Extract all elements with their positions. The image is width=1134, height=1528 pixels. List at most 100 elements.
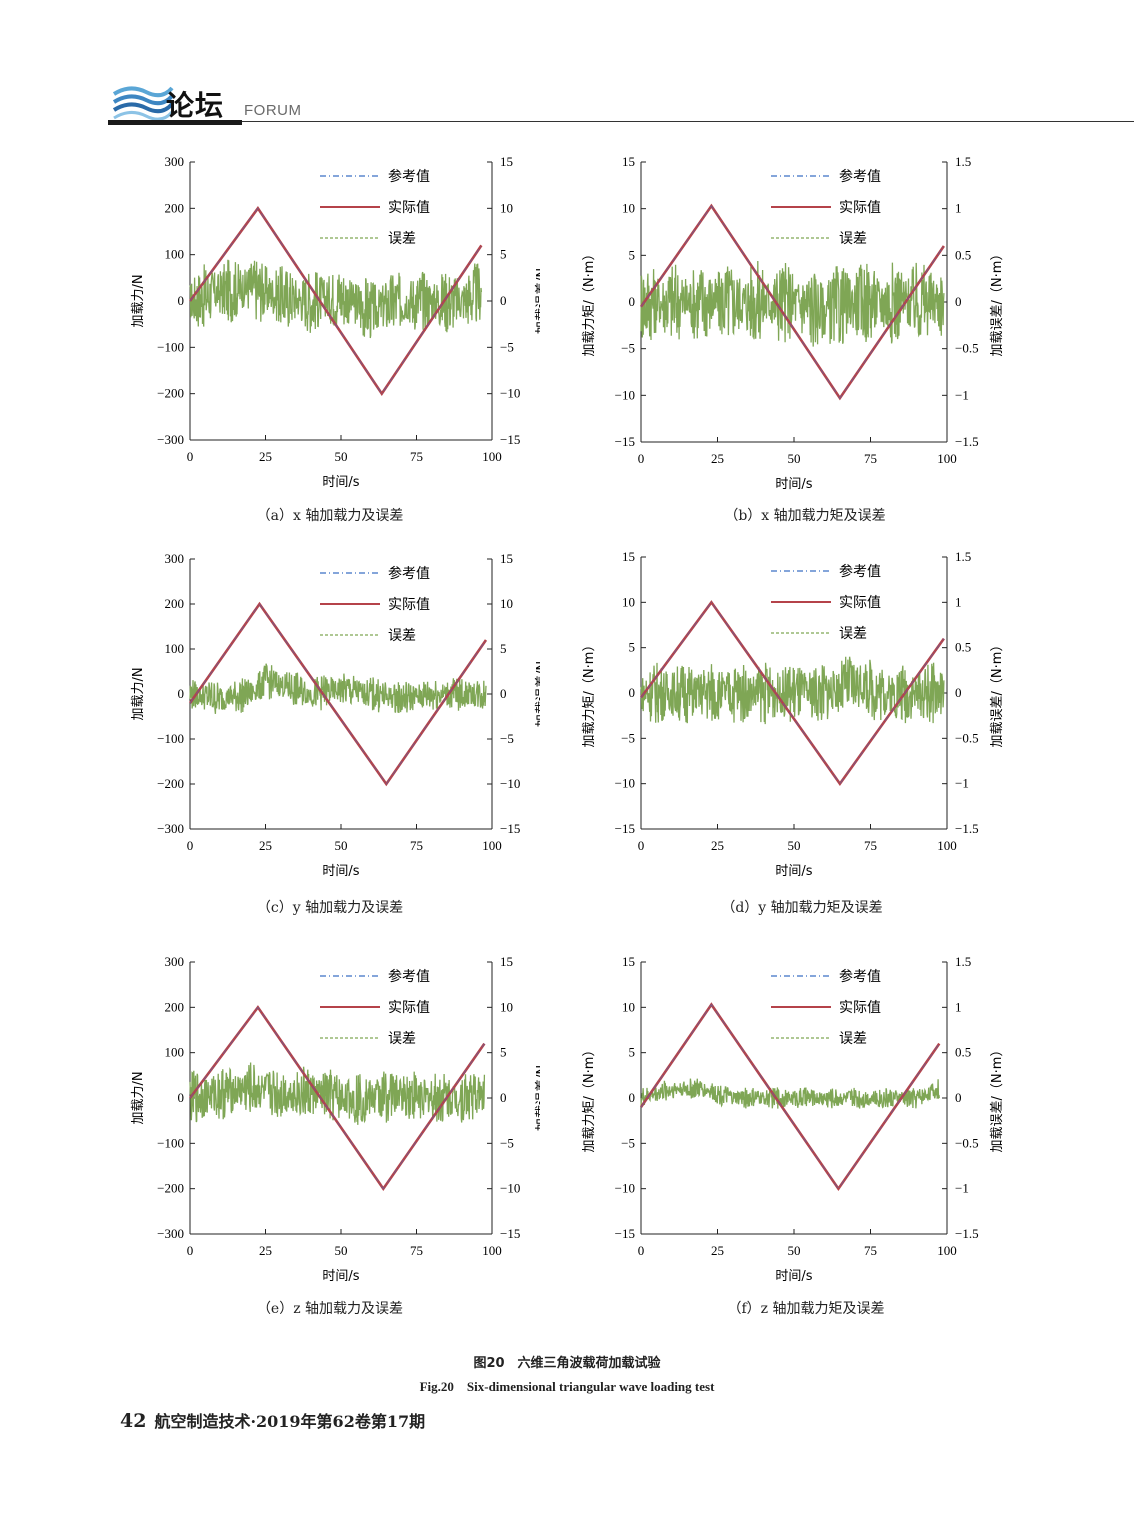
y-tick-label-left: 5 [629, 247, 636, 262]
journal-info: 航空制造技术·2019年第62卷第17期 [154, 1412, 426, 1431]
legend-label: 参考值 [388, 968, 430, 985]
y-tick-label-right: −0.5 [955, 341, 979, 356]
x-axis-label: 时间/s [322, 475, 359, 490]
figure-caption-cn: 图20 六维三角波载荷加载试验 [473, 1356, 661, 1371]
y-tick-label-right: 0.5 [955, 640, 971, 655]
y-tick-label-left: 100 [165, 641, 185, 656]
y-tick-label-left: 15 [622, 154, 635, 169]
chart-panel-3: 0 25 50 75 100151050−5−10−151.510.50−0.5−1−1… [582, 549, 1005, 879]
y-axis-label-left: 加载力矩/（N·m） [582, 639, 597, 748]
figure-caption-en: Fig.20 Six-dimensional triangular wave l… [419, 1379, 715, 1394]
y-tick-label-right: 15 [500, 154, 513, 169]
y-tick-label-left: 200 [165, 999, 185, 1014]
y-tick-label-right: −1.5 [955, 434, 979, 449]
legend-label: 误差 [839, 231, 867, 247]
legend-label: 实际值 [388, 1000, 430, 1016]
y-tick-label-left: −300 [157, 821, 184, 836]
y-tick-label-left: −100 [157, 1135, 184, 1150]
y-axis-label-left: 加载力矩/（N·m） [582, 248, 597, 357]
y-tick-label-left: 5 [629, 640, 636, 655]
x-tick-label: 50 [788, 1243, 801, 1258]
x-tick-label: 100 [937, 1243, 957, 1258]
legend-label: 参考值 [839, 168, 881, 185]
y-tick-label-left: −300 [157, 1226, 184, 1241]
series-error-line [640, 656, 945, 725]
series-reference-line [640, 1003, 940, 1190]
y-tick-label-right: 0.5 [955, 247, 971, 262]
legend-label: 实际值 [839, 200, 881, 216]
y-tick-label-left: −200 [157, 386, 184, 401]
y-tick-label-left: 0 [178, 293, 185, 308]
y-tick-label-right: −1 [955, 1181, 969, 1196]
y-tick-label-left: 10 [622, 999, 635, 1014]
y-tick-label-right: 5 [500, 1045, 507, 1060]
x-tick-label: 100 [482, 1243, 502, 1258]
y-tick-label-left: 5 [629, 1045, 636, 1060]
y-axis-label-left: 加载力/N [131, 1071, 146, 1124]
x-tick-label: 0 [638, 451, 645, 466]
chart-panel-2: 0 25 50 75 1003002001000−100−200−300151050−5… [131, 551, 540, 879]
y-tick-label-right: −1.5 [955, 821, 979, 836]
y-tick-label-left: −10 [615, 776, 635, 791]
chart-panel-5: 0 25 50 75 100151050−5−10−151.510.50−0.5−1−1… [582, 954, 1005, 1284]
legend-label: 实际值 [388, 597, 430, 613]
legend-label: 参考值 [388, 168, 430, 185]
section-title-en: FORUM [244, 102, 302, 119]
x-tick-label: 25 [711, 1243, 724, 1258]
y-tick-label-left: −300 [157, 432, 184, 447]
y-tick-label-right: 5 [500, 641, 507, 656]
chart-panel-1: 0 25 50 75 100151050−5−10−151.510.50−0.5−1−1… [582, 154, 1005, 492]
y-tick-label-left: 10 [622, 594, 635, 609]
y-tick-label-left: −15 [615, 821, 635, 836]
y-tick-label-left: 15 [622, 954, 635, 969]
x-tick-label: 25 [259, 1243, 272, 1258]
y-tick-label-left: −100 [157, 339, 184, 354]
series-error-line [189, 1062, 486, 1125]
legend-label: 参考值 [839, 563, 881, 580]
y-tick-label-right: 1 [955, 594, 962, 609]
x-tick-label: 25 [711, 451, 724, 466]
y-tick-label-right: 15 [500, 551, 513, 566]
x-tick-label: 0 [187, 449, 194, 464]
y-tick-label-right: 1.5 [955, 154, 971, 169]
y-tick-label-right: 0 [500, 293, 507, 308]
x-tick-label: 75 [410, 1243, 423, 1258]
y-tick-label-right: −0.5 [955, 730, 979, 745]
y-tick-label-right: −1.5 [955, 1226, 979, 1241]
x-tick-label: 50 [335, 1243, 348, 1258]
panel-caption: （d）y 轴加载力矩及误差 [721, 900, 883, 916]
y-tick-label-left: 0 [178, 686, 185, 701]
x-axis-label: 时间/s [775, 477, 812, 492]
x-tick-label: 100 [482, 449, 502, 464]
y-tick-label-right: −15 [500, 821, 520, 836]
page-number: 42 [120, 1410, 147, 1432]
y-tick-label-left: 200 [165, 200, 185, 215]
y-tick-label-left: 0 [629, 685, 636, 700]
y-tick-label-right: −10 [500, 386, 520, 401]
y-tick-label-right: −15 [500, 1226, 520, 1241]
x-axis-label: 时间/s [775, 1269, 812, 1284]
y-tick-label-left: 10 [622, 201, 635, 216]
y-tick-label-right: −0.5 [955, 1135, 979, 1150]
x-tick-label: 100 [482, 838, 502, 853]
y-axis-label-right: 加载误差/（N·m） [990, 1044, 1005, 1153]
y-tick-label-left: 0 [178, 1090, 185, 1105]
y-tick-label-left: 300 [165, 154, 185, 169]
y-tick-label-right: 1.5 [955, 549, 971, 564]
legend-label: 实际值 [839, 1000, 881, 1016]
y-tick-label-left: 100 [165, 247, 185, 262]
y-tick-label-left: 200 [165, 596, 185, 611]
y-tick-label-left: 300 [165, 954, 185, 969]
x-tick-label: 0 [638, 838, 645, 853]
legend-label: 误差 [388, 231, 416, 247]
panel-caption: （e）z 轴加载力及误差 [256, 1301, 404, 1317]
legend-label: 参考值 [388, 565, 430, 582]
x-tick-label: 0 [187, 1243, 194, 1258]
legend-label: 参考值 [839, 968, 881, 985]
series-actual-line [639, 203, 945, 401]
x-tick-label: 25 [711, 838, 724, 853]
x-tick-label: 75 [410, 449, 423, 464]
y-tick-label-left: −10 [615, 387, 635, 402]
x-tick-label: 0 [187, 838, 194, 853]
y-tick-label-left: −5 [621, 1135, 635, 1150]
